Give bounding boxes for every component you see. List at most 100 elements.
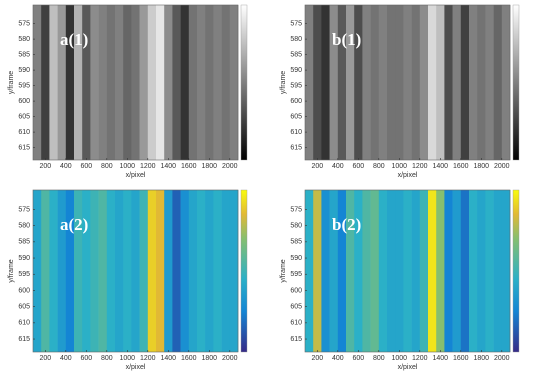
x-tick-label: 1000	[120, 355, 136, 362]
heat-cell	[41, 5, 50, 160]
panel-label: b(2)	[332, 215, 361, 234]
x-tick-label: 1200	[140, 163, 156, 170]
heat-cell	[221, 5, 231, 160]
heat-cell	[346, 5, 355, 160]
heat-cell	[229, 5, 239, 160]
x-tick-label: 2000	[222, 163, 238, 170]
x-tick-label: 1400	[433, 355, 449, 362]
heat-cell	[428, 5, 437, 160]
heat-cell	[411, 5, 421, 160]
heat-cell	[213, 5, 222, 160]
y-tick-label: 575	[18, 206, 30, 213]
y-tick-label: 590	[290, 67, 302, 74]
y-tick-label: 615	[290, 336, 302, 343]
y-axis-label: y/frame	[8, 71, 15, 94]
x-tick-label: 800	[101, 355, 113, 362]
x-axis-label: x/pixel	[398, 364, 418, 371]
x-tick-label: 1600	[453, 355, 469, 362]
panel-label: b(1)	[332, 30, 361, 49]
y-tick-label: 600	[18, 98, 30, 105]
y-tick-label: 600	[18, 287, 30, 294]
y-tick-label: 605	[290, 113, 302, 120]
y-tick-label: 610	[290, 320, 302, 327]
y-tick-label: 610	[18, 320, 30, 327]
heat-cell	[501, 5, 511, 160]
y-axis-label: y/frame	[280, 259, 287, 282]
heat-cell	[469, 5, 478, 160]
heat-cell	[370, 5, 380, 160]
x-tick-label: 1800	[474, 355, 490, 362]
heat-cell	[57, 5, 67, 160]
heat-cell	[41, 190, 50, 352]
heat-cell	[485, 190, 494, 352]
heat-cell	[444, 5, 453, 160]
heat-cell	[106, 190, 116, 352]
heat-cell	[188, 5, 198, 160]
panel-label: a(2)	[60, 215, 88, 234]
x-tick-label: 400	[60, 355, 72, 362]
x-tick-label: 600	[352, 163, 364, 170]
y-tick-label: 590	[18, 67, 30, 74]
heat-cell	[460, 190, 470, 352]
heat-cell	[436, 5, 445, 160]
x-axis-label: x/pixel	[126, 364, 146, 371]
heat-cell	[387, 5, 396, 160]
heat-cell	[305, 190, 314, 352]
heat-cell	[65, 190, 75, 352]
heat-cell	[131, 5, 140, 160]
x-tick-label: 2000	[222, 355, 238, 362]
y-tick-label: 585	[290, 51, 302, 58]
panel-label: a(1)	[60, 30, 88, 49]
heat-cell	[123, 5, 132, 160]
plot-frame	[304, 189, 511, 353]
x-tick-label: 1400	[161, 163, 177, 170]
x-tick-label: 1600	[181, 355, 197, 362]
heat-cell	[205, 190, 214, 352]
plot-frame	[32, 189, 239, 353]
heat-cell	[313, 5, 322, 160]
x-tick-label: 600	[352, 355, 364, 362]
y-tick-label: 585	[18, 51, 30, 58]
colorbar	[512, 4, 520, 161]
heat-cell	[305, 5, 314, 160]
heat-cell	[460, 5, 470, 160]
x-tick-label: 200	[39, 163, 51, 170]
heat-cell	[493, 5, 503, 160]
heat-cell	[74, 190, 83, 352]
heat-cell	[49, 5, 58, 160]
heat-cell	[98, 190, 108, 352]
heat-cell	[90, 5, 99, 160]
x-tick-label: 1200	[140, 355, 156, 362]
y-tick-label: 595	[18, 82, 30, 89]
heat-cell	[403, 190, 412, 352]
heat-cell	[82, 190, 91, 352]
heat-cell	[90, 190, 99, 352]
heat-cell	[395, 5, 404, 160]
x-tick-label: 400	[60, 163, 72, 170]
y-tick-label: 605	[18, 303, 30, 310]
x-tick-label: 1600	[453, 163, 469, 170]
heat-cell	[180, 190, 190, 352]
y-tick-label: 585	[18, 239, 30, 246]
y-axis-label: y/frame	[280, 71, 287, 94]
x-tick-label: 1000	[120, 163, 136, 170]
heat-cell	[469, 190, 478, 352]
x-tick-label: 200	[39, 355, 51, 362]
x-tick-label: 1200	[412, 355, 428, 362]
heat-cell	[180, 5, 190, 160]
y-tick-label: 590	[290, 255, 302, 262]
plot-frame	[32, 4, 239, 161]
heat-cell	[49, 190, 58, 352]
heat-cell	[197, 5, 206, 160]
heat-cell	[337, 190, 347, 352]
heat-cell	[65, 5, 75, 160]
y-tick-label: 590	[18, 255, 30, 262]
y-tick-label: 610	[290, 129, 302, 136]
x-tick-label: 400	[332, 355, 344, 362]
heat-cell	[188, 190, 198, 352]
x-tick-label: 1800	[202, 355, 218, 362]
heat-cell	[33, 190, 42, 352]
y-tick-label: 605	[290, 303, 302, 310]
heat-cell	[229, 190, 239, 352]
heat-cell	[172, 5, 181, 160]
